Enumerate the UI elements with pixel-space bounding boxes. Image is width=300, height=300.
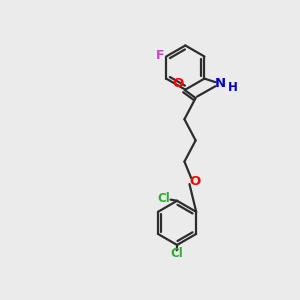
Text: O: O — [189, 175, 200, 188]
Text: N: N — [215, 77, 226, 90]
Text: H: H — [228, 81, 238, 94]
Text: O: O — [172, 77, 184, 90]
Text: F: F — [155, 49, 164, 62]
Text: Cl: Cl — [158, 192, 170, 205]
Text: Cl: Cl — [170, 247, 183, 260]
